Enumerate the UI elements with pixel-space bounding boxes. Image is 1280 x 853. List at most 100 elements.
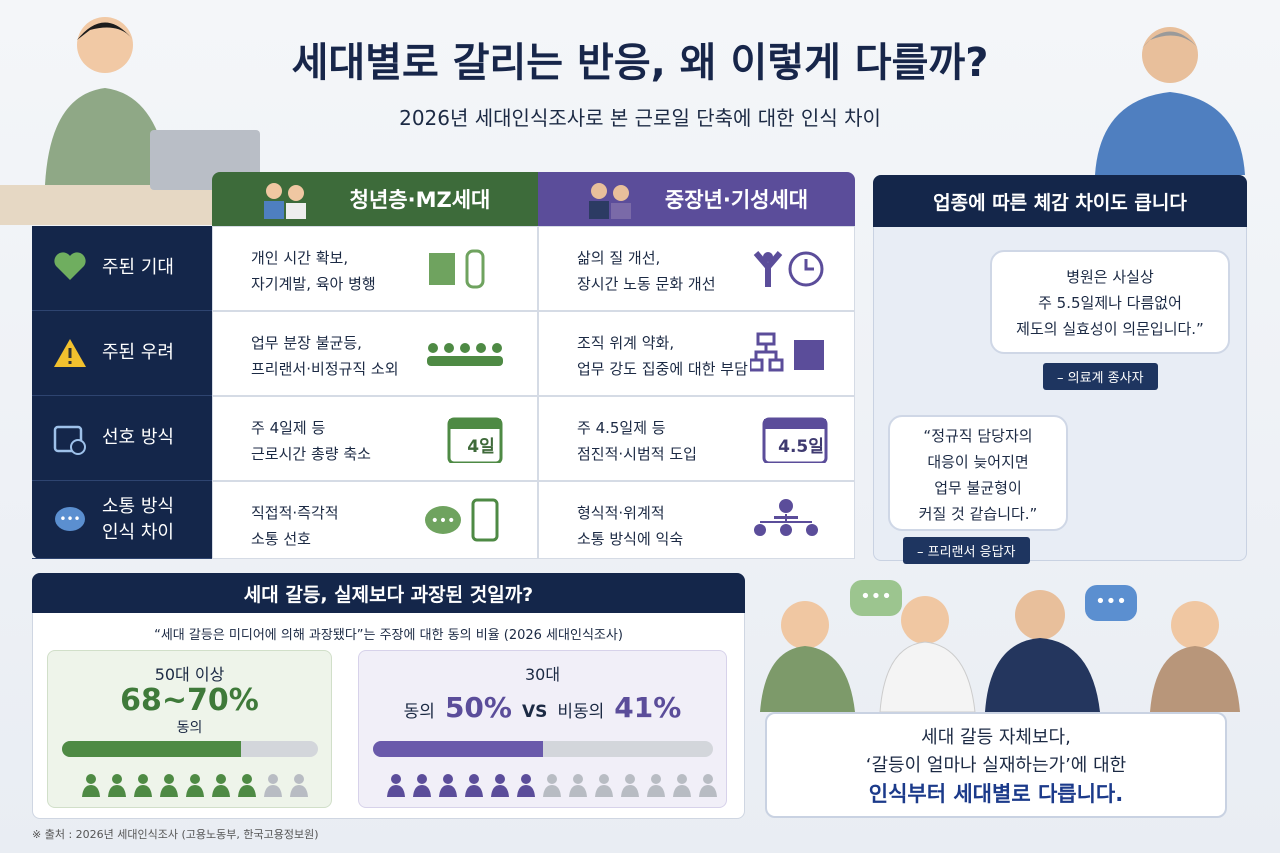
person-shape [439, 774, 457, 797]
cell-line: 점진적·시범적 도입 [577, 445, 697, 463]
calendar-badge: 4일 [467, 436, 495, 457]
cell-line: 프리랜서·비정규직 소외 [251, 360, 399, 378]
cell-line: 근로시간 총량 축소 [251, 445, 371, 463]
person-shape [595, 774, 613, 797]
survey-title: 세대 갈등, 실제보다 과장된 것일까? [32, 573, 745, 613]
cell-line: 조직 위계 약화, [577, 334, 675, 352]
person-icon [134, 773, 152, 797]
person-icon [160, 773, 178, 797]
hair [1142, 31, 1198, 48]
quote-line: 대응이 늦어지면 [927, 453, 1029, 471]
column-header: 청년층·MZ세대 [212, 172, 538, 226]
person-shape [413, 774, 431, 797]
cell: 주 4일제 등 근로시간 총량 축소 4일 [212, 396, 538, 481]
group-box: 30대 동의 50% VS 비동의 41% [358, 650, 727, 808]
cell-icon [762, 417, 828, 463]
label-line: 소통 방식 [102, 495, 174, 517]
person-shape [82, 774, 100, 797]
cell: 삶의 질 개선, 장시간 노동 문화 개선 [538, 226, 855, 311]
bar [62, 741, 242, 757]
row-icon [53, 425, 86, 455]
group-people: ••• ••• [760, 580, 1240, 713]
cell: 주 4.5일제 등 점진적·시범적 도입 4.5일 [538, 396, 855, 481]
person-shape [621, 774, 639, 797]
person-icon [595, 773, 613, 797]
bar [373, 741, 543, 757]
person-shape [134, 774, 152, 797]
person-icon [491, 773, 509, 797]
person-icon [465, 773, 483, 797]
person-icon [238, 773, 256, 797]
cell: 조직 위계 약화, 업무 강도 집중에 대한 부담 [538, 311, 855, 396]
svg-text:•••: ••• [59, 512, 80, 526]
cell-line: 형식적·위계적 [577, 504, 665, 522]
cell-line: 직접적·즉각적 [251, 504, 339, 522]
person-icon [413, 773, 431, 797]
row-label: 선호 방식 [32, 396, 212, 481]
person-icon [387, 773, 405, 797]
cell-icon [427, 342, 503, 366]
row-icon [54, 339, 86, 367]
bar-track [62, 741, 318, 757]
cell-line: 장시간 노동 문화 개선 [577, 275, 716, 293]
row-icon: ••• [55, 506, 85, 531]
group-label: 동의 [176, 720, 203, 736]
person-icon [439, 773, 457, 797]
person-shape [517, 774, 535, 797]
subtitle: 2026년 세대인식조사로 본 근로일 단축에 대한 인식 차이 [399, 106, 881, 130]
cell-line: 자기계발, 육아 병행 [251, 275, 376, 293]
person-shape [290, 774, 308, 797]
person-shape [212, 774, 230, 797]
quote-line: 주 5.5일제나 다름없어 [1038, 294, 1182, 312]
survey-note: “세대 갈등은 미디어에 의해 과장됐다”는 주장에 대한 동의 비율 (202… [154, 628, 623, 643]
group-name: 30대 [524, 665, 561, 684]
cell-icon [754, 499, 818, 536]
person-shape [465, 774, 483, 797]
old-man-body [1095, 92, 1245, 175]
person-shape [569, 774, 587, 797]
title: 세대별로 갈리는 반응, 왜 이렇게 다를까? [291, 40, 989, 86]
young-man-body [45, 88, 170, 185]
group-box: 50대 이상 68~70% 동의 [47, 650, 332, 808]
row-label-text: 주된 우려 [102, 340, 174, 366]
row-label-text: 선호 방식 [102, 425, 174, 451]
cell-line: 소통 방식에 익숙 [577, 530, 684, 548]
person-icon [673, 773, 691, 797]
source: ※ 출처 : 2026년 세대인식조사 (고용노동부, 한국고용정보원) [32, 828, 319, 841]
group-value: 68~70% [120, 683, 259, 718]
svg-text:•••: ••• [1095, 591, 1127, 612]
cell-line: 소통 선호 [251, 530, 311, 548]
label-line: 주된 우려 [102, 342, 174, 363]
person-icon [186, 773, 204, 797]
quote-source: – 프리랜서 응답자 [903, 537, 1030, 564]
row-icon [54, 252, 86, 280]
row-label-text: 소통 방식 인식 차이 [102, 494, 174, 546]
comparison: 동의 50% VS 비동의 41% [359, 691, 726, 724]
panel-title: 업종에 따른 체감 차이도 큽니다 [873, 175, 1247, 227]
column-label: 청년층·MZ세대 [349, 188, 491, 212]
person-shape [543, 774, 561, 797]
cell-icon: ••• [425, 498, 499, 542]
icon [263, 183, 306, 219]
row-label-text: 주된 기대 [102, 255, 174, 281]
quote: “정규직 담당자의 대응이 늦어지면 업무 불균형이 커질 것 같습니다.” [888, 415, 1068, 531]
cell: 업무 분장 불균등, 프리랜서·비정규직 소외 [212, 311, 538, 396]
agree-value: 50% [444, 691, 512, 724]
disagree-value: 41% [614, 691, 682, 724]
cell-line: 업무 분장 불균등, [251, 334, 362, 352]
label-line: 선호 방식 [102, 427, 174, 448]
quote-line: “정규직 담당자의 [923, 427, 1033, 445]
quote-line: 커질 것 같습니다.” [918, 505, 1038, 523]
person-icon [621, 773, 639, 797]
person-shape [647, 774, 665, 797]
label-line: 주된 기대 [102, 257, 174, 278]
quote-source: – 의료계 종사자 [1043, 363, 1158, 390]
bar-track [373, 741, 713, 757]
conclusion-line: 세대 갈등 자체보다, [921, 727, 1071, 748]
hair [77, 22, 133, 40]
person-icon [647, 773, 665, 797]
person-icon [517, 773, 535, 797]
